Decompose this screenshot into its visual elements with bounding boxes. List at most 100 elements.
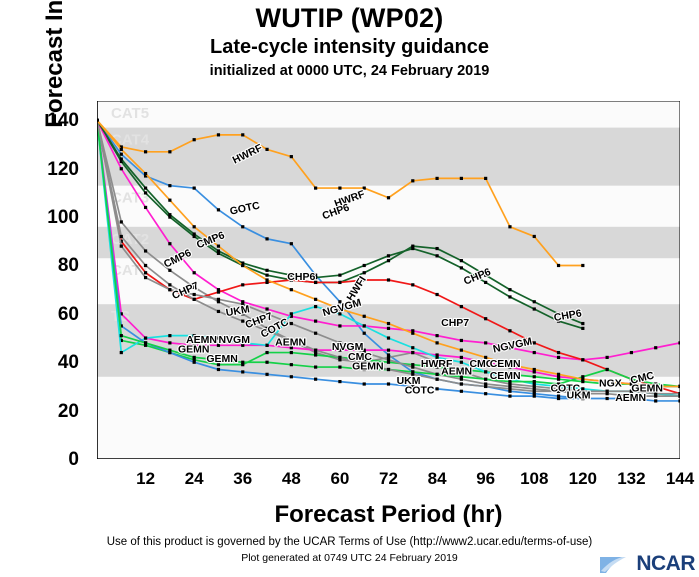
ncar-logo-text: NCAR	[636, 552, 695, 575]
series-marker	[241, 343, 245, 347]
series-marker	[265, 329, 269, 333]
svg-text:GEMN: GEMN	[178, 344, 210, 356]
series-marker	[556, 350, 561, 355]
svg-text:CHP6: CHP6	[553, 307, 583, 324]
svg-text:CEMN: CEMN	[490, 370, 521, 382]
series-marker	[241, 133, 245, 137]
series-marker	[216, 290, 221, 294]
svg-text:CHP7: CHP7	[441, 317, 469, 329]
series-marker	[532, 379, 536, 384]
series-marker	[459, 367, 463, 372]
series-marker	[605, 367, 609, 372]
series-marker	[629, 350, 634, 355]
series-marker	[605, 389, 609, 393]
svg-text:HWRF: HWRF	[421, 358, 453, 370]
x-tick-label: 36	[233, 469, 253, 488]
series-marker	[362, 263, 366, 268]
series-marker	[532, 387, 536, 391]
series-marker	[532, 375, 536, 379]
series-marker	[435, 341, 439, 345]
series-marker	[143, 275, 148, 280]
series-marker	[459, 389, 463, 393]
series-marker	[629, 377, 634, 381]
svg-text:COTC: COTC	[550, 382, 580, 394]
series-marker	[581, 321, 585, 326]
series-marker	[435, 254, 439, 258]
series-marker	[314, 273, 318, 277]
series-marker	[289, 288, 293, 292]
series-marker	[581, 358, 585, 362]
series-marker	[192, 234, 196, 239]
generated-timestamp: Plot generated at 0749 UTC 24 February 2…	[241, 552, 458, 564]
series-marker	[241, 312, 245, 316]
series-marker	[216, 251, 221, 255]
series-marker	[216, 363, 221, 367]
series-marker	[411, 370, 415, 374]
svg-text:CEMN: CEMN	[490, 358, 521, 370]
series-marker	[508, 387, 512, 391]
series-marker	[241, 319, 245, 323]
series-marker	[411, 331, 415, 335]
series-marker	[289, 375, 293, 379]
series-marker	[556, 312, 561, 316]
series-marker	[119, 159, 123, 164]
series-marker	[556, 372, 561, 376]
series-marker	[386, 355, 391, 360]
series-marker	[411, 246, 415, 251]
series-marker	[556, 263, 561, 268]
series-marker	[192, 285, 196, 289]
series-marker	[192, 355, 196, 360]
series-marker	[411, 365, 415, 369]
series-marker	[386, 278, 391, 282]
series-marker	[654, 392, 658, 396]
series-marker	[484, 377, 488, 381]
series-marker	[168, 150, 172, 154]
series-marker	[532, 389, 536, 393]
series-marker	[532, 384, 536, 389]
svg-text:CEMN: CEMN	[490, 358, 521, 370]
series-marker	[411, 346, 415, 350]
series-marker	[386, 360, 391, 364]
series-marker	[119, 234, 123, 239]
series-marker	[435, 176, 439, 181]
series-marker	[241, 363, 245, 367]
series-marker	[241, 261, 245, 265]
x-tick-label: 120	[568, 469, 598, 488]
svg-text:NGX: NGX	[599, 377, 622, 389]
series-marker	[508, 329, 512, 333]
series-marker	[435, 353, 439, 357]
series-marker	[508, 377, 512, 381]
series-marker	[289, 273, 293, 277]
footer: Use of this product is governed by the U…	[0, 534, 699, 566]
series-marker	[629, 382, 634, 386]
series-marker	[556, 384, 561, 389]
series-marker	[192, 232, 196, 236]
series-marker	[532, 300, 536, 304]
series-marker	[508, 288, 512, 292]
category-band	[97, 226, 680, 259]
series-marker	[629, 389, 634, 393]
svg-text:NVGM: NVGM	[218, 334, 250, 346]
series-marker	[386, 259, 391, 263]
series-marker	[314, 319, 318, 323]
series-marker	[289, 350, 293, 355]
series-marker	[386, 196, 391, 200]
svg-text:AEMN: AEMN	[275, 336, 306, 348]
x-tick-label: 96	[476, 469, 496, 488]
series-marker	[581, 396, 585, 401]
series-marker	[192, 343, 196, 347]
series-marker	[532, 370, 536, 374]
series-marker	[484, 280, 488, 285]
series-marker	[581, 392, 585, 396]
series-marker	[459, 259, 463, 263]
series-marker	[678, 394, 680, 398]
series-marker	[386, 254, 391, 258]
y-tick-label: 80	[57, 255, 79, 277]
series-marker	[265, 372, 269, 376]
